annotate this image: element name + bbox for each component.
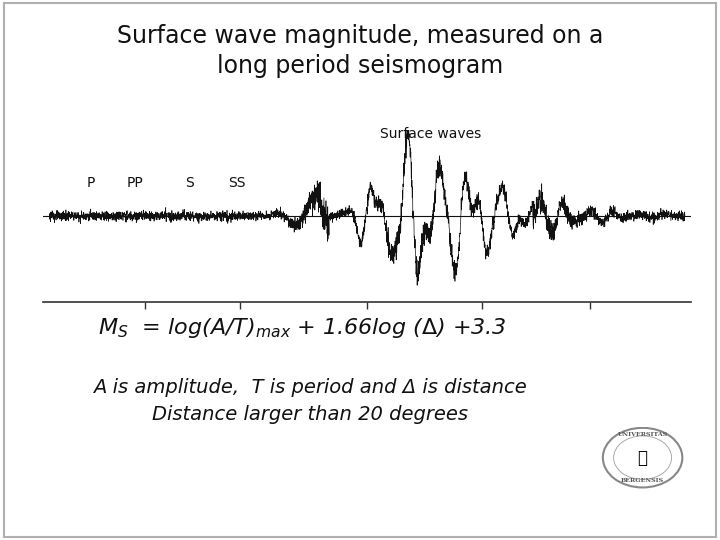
Text: UNIVERSITAS: UNIVERSITAS xyxy=(618,431,667,436)
Text: BERGENSIS: BERGENSIS xyxy=(621,477,664,483)
Text: P: P xyxy=(86,177,95,191)
Text: 🦉: 🦉 xyxy=(638,449,647,467)
Text: SS: SS xyxy=(228,177,246,191)
Text: www.uib.no: www.uib.no xyxy=(324,514,396,526)
Text: PP: PP xyxy=(127,177,144,191)
Text: Surface waves: Surface waves xyxy=(380,126,482,140)
Text: A is amplitude,  T is period and Δ is distance
Distance larger than 20 degrees: A is amplitude, T is period and Δ is dis… xyxy=(93,378,526,423)
Text: Surface wave magnitude, measured on a
long period seismogram: Surface wave magnitude, measured on a lo… xyxy=(117,24,603,78)
Text: $M_S$  = log(A/T)$_{max}$ + 1.66log ($\Delta$) +3.3: $M_S$ = log(A/T)$_{max}$ + 1.66log ($\De… xyxy=(98,316,507,340)
Text: S: S xyxy=(185,177,194,191)
